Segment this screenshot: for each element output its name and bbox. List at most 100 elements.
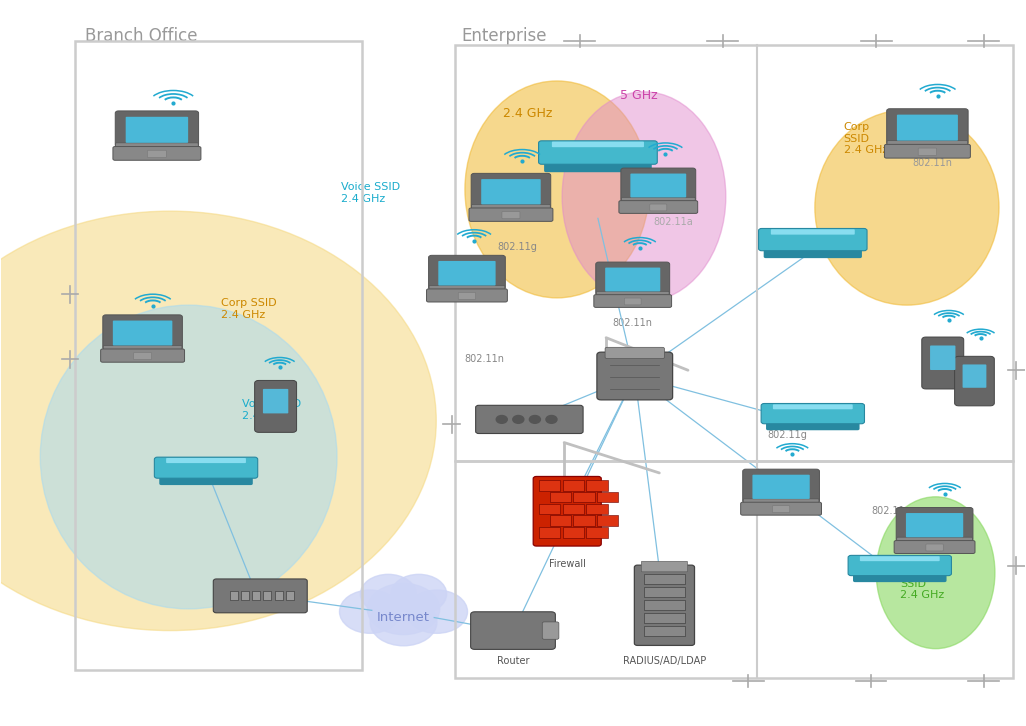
Circle shape — [497, 415, 507, 423]
Ellipse shape — [562, 91, 725, 301]
Text: 802.11g: 802.11g — [133, 333, 172, 343]
FancyBboxPatch shape — [954, 356, 994, 406]
Circle shape — [391, 574, 446, 613]
FancyBboxPatch shape — [743, 469, 820, 503]
Circle shape — [370, 599, 437, 646]
FancyBboxPatch shape — [469, 208, 553, 221]
Bar — [286, 592, 293, 600]
FancyBboxPatch shape — [925, 544, 943, 551]
FancyBboxPatch shape — [605, 268, 661, 291]
FancyBboxPatch shape — [594, 295, 672, 307]
Text: Firewall: Firewall — [549, 559, 586, 569]
FancyBboxPatch shape — [159, 470, 252, 485]
FancyBboxPatch shape — [534, 476, 601, 546]
Bar — [587, 504, 607, 514]
Bar — [643, 600, 685, 610]
Ellipse shape — [876, 497, 995, 648]
Bar — [562, 527, 584, 538]
FancyBboxPatch shape — [429, 256, 506, 290]
Circle shape — [340, 590, 401, 633]
FancyBboxPatch shape — [429, 285, 505, 292]
FancyBboxPatch shape — [621, 168, 696, 202]
Bar — [643, 587, 685, 597]
Text: Voice SSID
2.4 GHz: Voice SSID 2.4 GHz — [242, 399, 301, 421]
Bar — [264, 592, 272, 600]
FancyBboxPatch shape — [896, 507, 973, 542]
Bar — [643, 626, 685, 636]
Text: 802.11n: 802.11n — [613, 318, 653, 328]
Text: 802.11a: 802.11a — [654, 217, 693, 227]
FancyBboxPatch shape — [894, 541, 975, 553]
Bar — [587, 527, 607, 538]
Text: 802.11g: 802.11g — [498, 242, 537, 252]
Circle shape — [529, 415, 541, 423]
FancyBboxPatch shape — [115, 111, 199, 147]
FancyBboxPatch shape — [104, 346, 182, 351]
FancyBboxPatch shape — [471, 174, 551, 208]
FancyBboxPatch shape — [552, 142, 644, 147]
FancyBboxPatch shape — [918, 148, 937, 155]
FancyBboxPatch shape — [133, 353, 152, 359]
Bar — [539, 480, 560, 491]
Text: Router: Router — [497, 656, 529, 666]
FancyBboxPatch shape — [254, 380, 297, 433]
FancyBboxPatch shape — [773, 404, 853, 409]
FancyBboxPatch shape — [539, 141, 658, 164]
FancyBboxPatch shape — [622, 197, 696, 203]
FancyBboxPatch shape — [930, 346, 955, 370]
FancyBboxPatch shape — [761, 404, 865, 424]
FancyBboxPatch shape — [641, 561, 687, 572]
FancyBboxPatch shape — [773, 506, 790, 513]
Bar — [550, 492, 571, 502]
FancyBboxPatch shape — [605, 347, 665, 359]
Ellipse shape — [465, 81, 649, 298]
FancyBboxPatch shape — [884, 144, 971, 158]
Bar — [562, 504, 584, 514]
Bar — [539, 527, 560, 538]
Bar — [275, 592, 282, 600]
FancyBboxPatch shape — [634, 565, 695, 645]
FancyBboxPatch shape — [596, 262, 670, 295]
Text: Branch Office: Branch Office — [85, 27, 198, 45]
Bar — [252, 592, 261, 600]
Bar — [574, 492, 595, 502]
FancyBboxPatch shape — [921, 337, 963, 389]
FancyBboxPatch shape — [849, 555, 951, 576]
FancyBboxPatch shape — [619, 200, 698, 213]
Bar — [230, 592, 238, 600]
FancyBboxPatch shape — [962, 364, 986, 388]
FancyBboxPatch shape — [763, 242, 862, 258]
FancyBboxPatch shape — [758, 229, 867, 250]
Bar — [550, 515, 571, 526]
FancyBboxPatch shape — [427, 289, 508, 302]
Text: Corp SSID
2.4 GHz: Corp SSID 2.4 GHz — [222, 298, 277, 319]
Text: 802.11n: 802.11n — [465, 354, 505, 364]
FancyBboxPatch shape — [752, 475, 810, 499]
FancyBboxPatch shape — [472, 205, 550, 211]
FancyBboxPatch shape — [771, 229, 855, 234]
FancyBboxPatch shape — [544, 155, 652, 172]
Circle shape — [406, 590, 468, 633]
Bar — [587, 480, 607, 491]
Bar — [539, 504, 560, 514]
Circle shape — [513, 415, 524, 423]
Bar — [597, 492, 619, 502]
Bar — [643, 613, 685, 623]
Text: 802.11g: 802.11g — [872, 506, 911, 516]
FancyBboxPatch shape — [630, 174, 686, 197]
FancyBboxPatch shape — [897, 537, 973, 543]
Text: RADIUS/AD/LDAP: RADIUS/AD/LDAP — [623, 656, 706, 666]
FancyBboxPatch shape — [481, 179, 541, 205]
Text: Internet: Internet — [377, 611, 430, 624]
FancyBboxPatch shape — [853, 568, 947, 582]
Bar — [562, 480, 584, 491]
FancyBboxPatch shape — [543, 622, 559, 640]
FancyBboxPatch shape — [459, 293, 476, 299]
Text: 2.4 GHz: 2.4 GHz — [503, 107, 552, 120]
Text: Enterprise: Enterprise — [462, 27, 547, 45]
FancyBboxPatch shape — [154, 457, 258, 478]
Text: 5 GHz: 5 GHz — [621, 89, 658, 102]
FancyBboxPatch shape — [213, 579, 307, 613]
FancyBboxPatch shape — [148, 150, 166, 158]
Bar — [241, 592, 249, 600]
